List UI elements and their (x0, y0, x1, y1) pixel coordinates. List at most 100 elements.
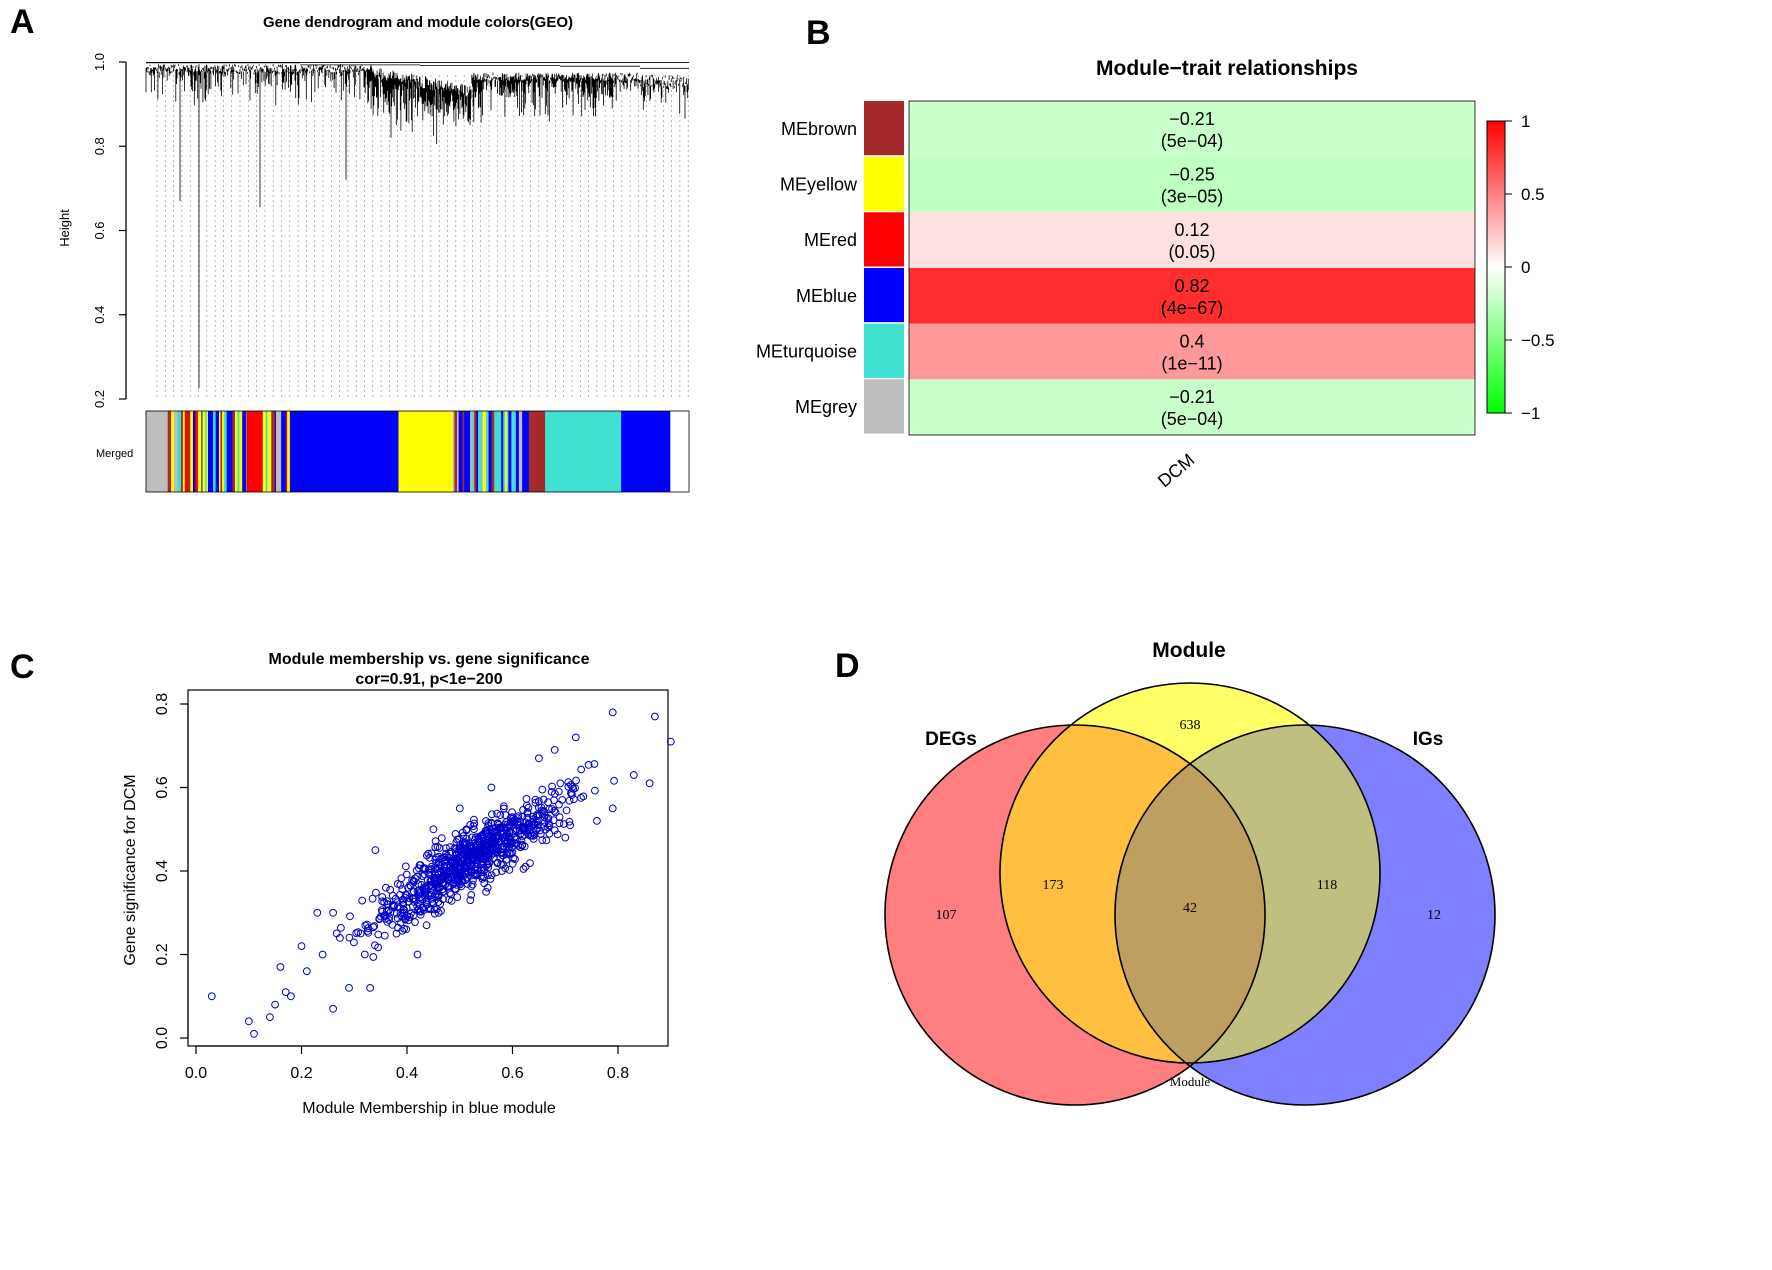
panel-b-colorbar (1486, 120, 1506, 414)
panel-c-point (488, 810, 496, 819)
panel-a-color-stripe (499, 411, 502, 492)
panel-c-point (496, 828, 505, 837)
panel-c-point (427, 889, 436, 897)
panel-c-x-tick-label: 0.4 (396, 1065, 418, 1082)
venn-center-overlap (1115, 725, 1265, 1063)
panel-a-color-stripe (213, 411, 216, 492)
panel-a-color-stripe (504, 411, 508, 492)
panel-c-point (451, 848, 460, 857)
panel-c-x-tick-label: 0.0 (185, 1065, 207, 1082)
panel-a-y-tick-label: 0.8 (92, 137, 107, 155)
panel-c-point (361, 921, 370, 930)
panel-c-point (437, 907, 445, 915)
panel-a-color-stripe (239, 411, 243, 492)
panel-c-point (572, 776, 580, 785)
panel-c-point (435, 860, 443, 869)
panel-c-point (406, 909, 415, 918)
panel-c-point (490, 838, 499, 846)
panel-c-point (446, 889, 454, 897)
panel-c-point (398, 926, 407, 935)
panel-a-color-stripe (462, 411, 465, 492)
panel-c-point (346, 912, 354, 921)
panel-c-point (539, 795, 548, 804)
panel-c-point (479, 855, 488, 864)
panel-b-cell-cor: −0.21 (1169, 387, 1215, 407)
panel-c-point (551, 808, 560, 817)
panel-c-point (480, 866, 489, 875)
panel-c-point (522, 795, 531, 803)
panel-c-axes: 0.0 0.2 0.4 0.6 0.8 0.0 0.2 0.4 0.6 0.8 (154, 693, 629, 1082)
panel-a-y-tick-label: 0.2 (92, 390, 107, 408)
panel-a-color-stripe (485, 411, 489, 492)
panel-b-cell-cor: 0.82 (1174, 276, 1209, 296)
panel-b-row-label: MEgrey (795, 397, 857, 417)
panel-c-point (533, 811, 542, 820)
panel-c-point (449, 880, 458, 889)
panel-c-point (386, 908, 395, 917)
panel-c-point (562, 806, 571, 815)
panel-c-point (345, 984, 353, 992)
panel-c-point (431, 890, 440, 899)
panel-b-cell-cor: −0.21 (1169, 109, 1215, 129)
panel-c-point (429, 825, 438, 834)
panel-c-point (420, 870, 429, 879)
panel-a-color-stripe (274, 411, 277, 492)
panel-b-cell-pvalue: (3e−05) (1161, 187, 1224, 207)
panel-a-color-stripe (229, 411, 233, 492)
panel-b-colorbar-tick-label: −0.5 (1521, 331, 1555, 350)
panel-c-point (433, 877, 442, 885)
panel-c-point (462, 826, 471, 835)
panel-c-point (422, 921, 431, 930)
panel-c-point (493, 848, 502, 856)
panel-c-point (244, 1017, 253, 1026)
panel-c-point (401, 862, 410, 871)
panel-c-point (447, 890, 455, 899)
panel-c-point (350, 938, 358, 947)
panel-c-xlabel: Module Membership in blue module (302, 1100, 556, 1117)
panel-a-color-stripe (494, 411, 498, 492)
panel-c-point (456, 872, 465, 881)
venn-count-module-igs: 118 (1317, 878, 1337, 893)
panel-c-point (388, 920, 397, 929)
panel-c-point (413, 950, 422, 959)
panel-b-module-swatch (864, 212, 904, 267)
panel-c-point (443, 852, 451, 860)
panel-c-point (584, 761, 593, 769)
panel-c-point (483, 845, 492, 854)
panel-c-point (360, 950, 369, 959)
panel-c-point (511, 855, 519, 863)
panel-c-point (456, 854, 464, 863)
panel-c-point (476, 863, 485, 872)
panel-a-color-stripe (265, 411, 268, 492)
panel-c-point (545, 821, 554, 830)
panel-a-color-stripe (188, 411, 191, 492)
panel-a-color-block-yellow (398, 411, 454, 492)
panel-c-point (496, 811, 505, 819)
panel-c-point (608, 708, 617, 717)
panel-b-cell-pvalue: (1e−11) (1161, 354, 1222, 374)
panel-a-y-tick-label: 1.0 (92, 53, 107, 71)
panel-c-point (425, 870, 434, 879)
panel-c-point (481, 855, 490, 863)
venn-label-igs: IGs (1413, 729, 1444, 750)
panel-c-point (405, 913, 414, 921)
venn-center-clip-outer (1115, 725, 1265, 1063)
panel-a-color-block-red (246, 411, 264, 492)
panel-c-point (529, 832, 538, 840)
panel-b-module-swatch (864, 323, 904, 378)
panel-c-point (428, 898, 437, 906)
panel-c-points (207, 708, 675, 1038)
venn-label-degs: DEGs (925, 729, 977, 750)
panel-c-point (276, 963, 285, 971)
panel-c-point (368, 894, 377, 903)
panel-d-label: D (835, 647, 860, 685)
panel-a-module-color-row (146, 411, 671, 492)
panel-a-color-stripe (508, 411, 512, 492)
venn-bottom-label: Module (1170, 1074, 1211, 1089)
panel-a-color-stripe (476, 411, 479, 492)
panel-c-y-tick-label: 0.8 (154, 693, 171, 715)
panel-a-y-tick-label: 0.4 (92, 306, 107, 324)
panel-c-point (577, 794, 585, 802)
panel-c-point (451, 873, 459, 882)
panel-c-point (495, 821, 503, 829)
